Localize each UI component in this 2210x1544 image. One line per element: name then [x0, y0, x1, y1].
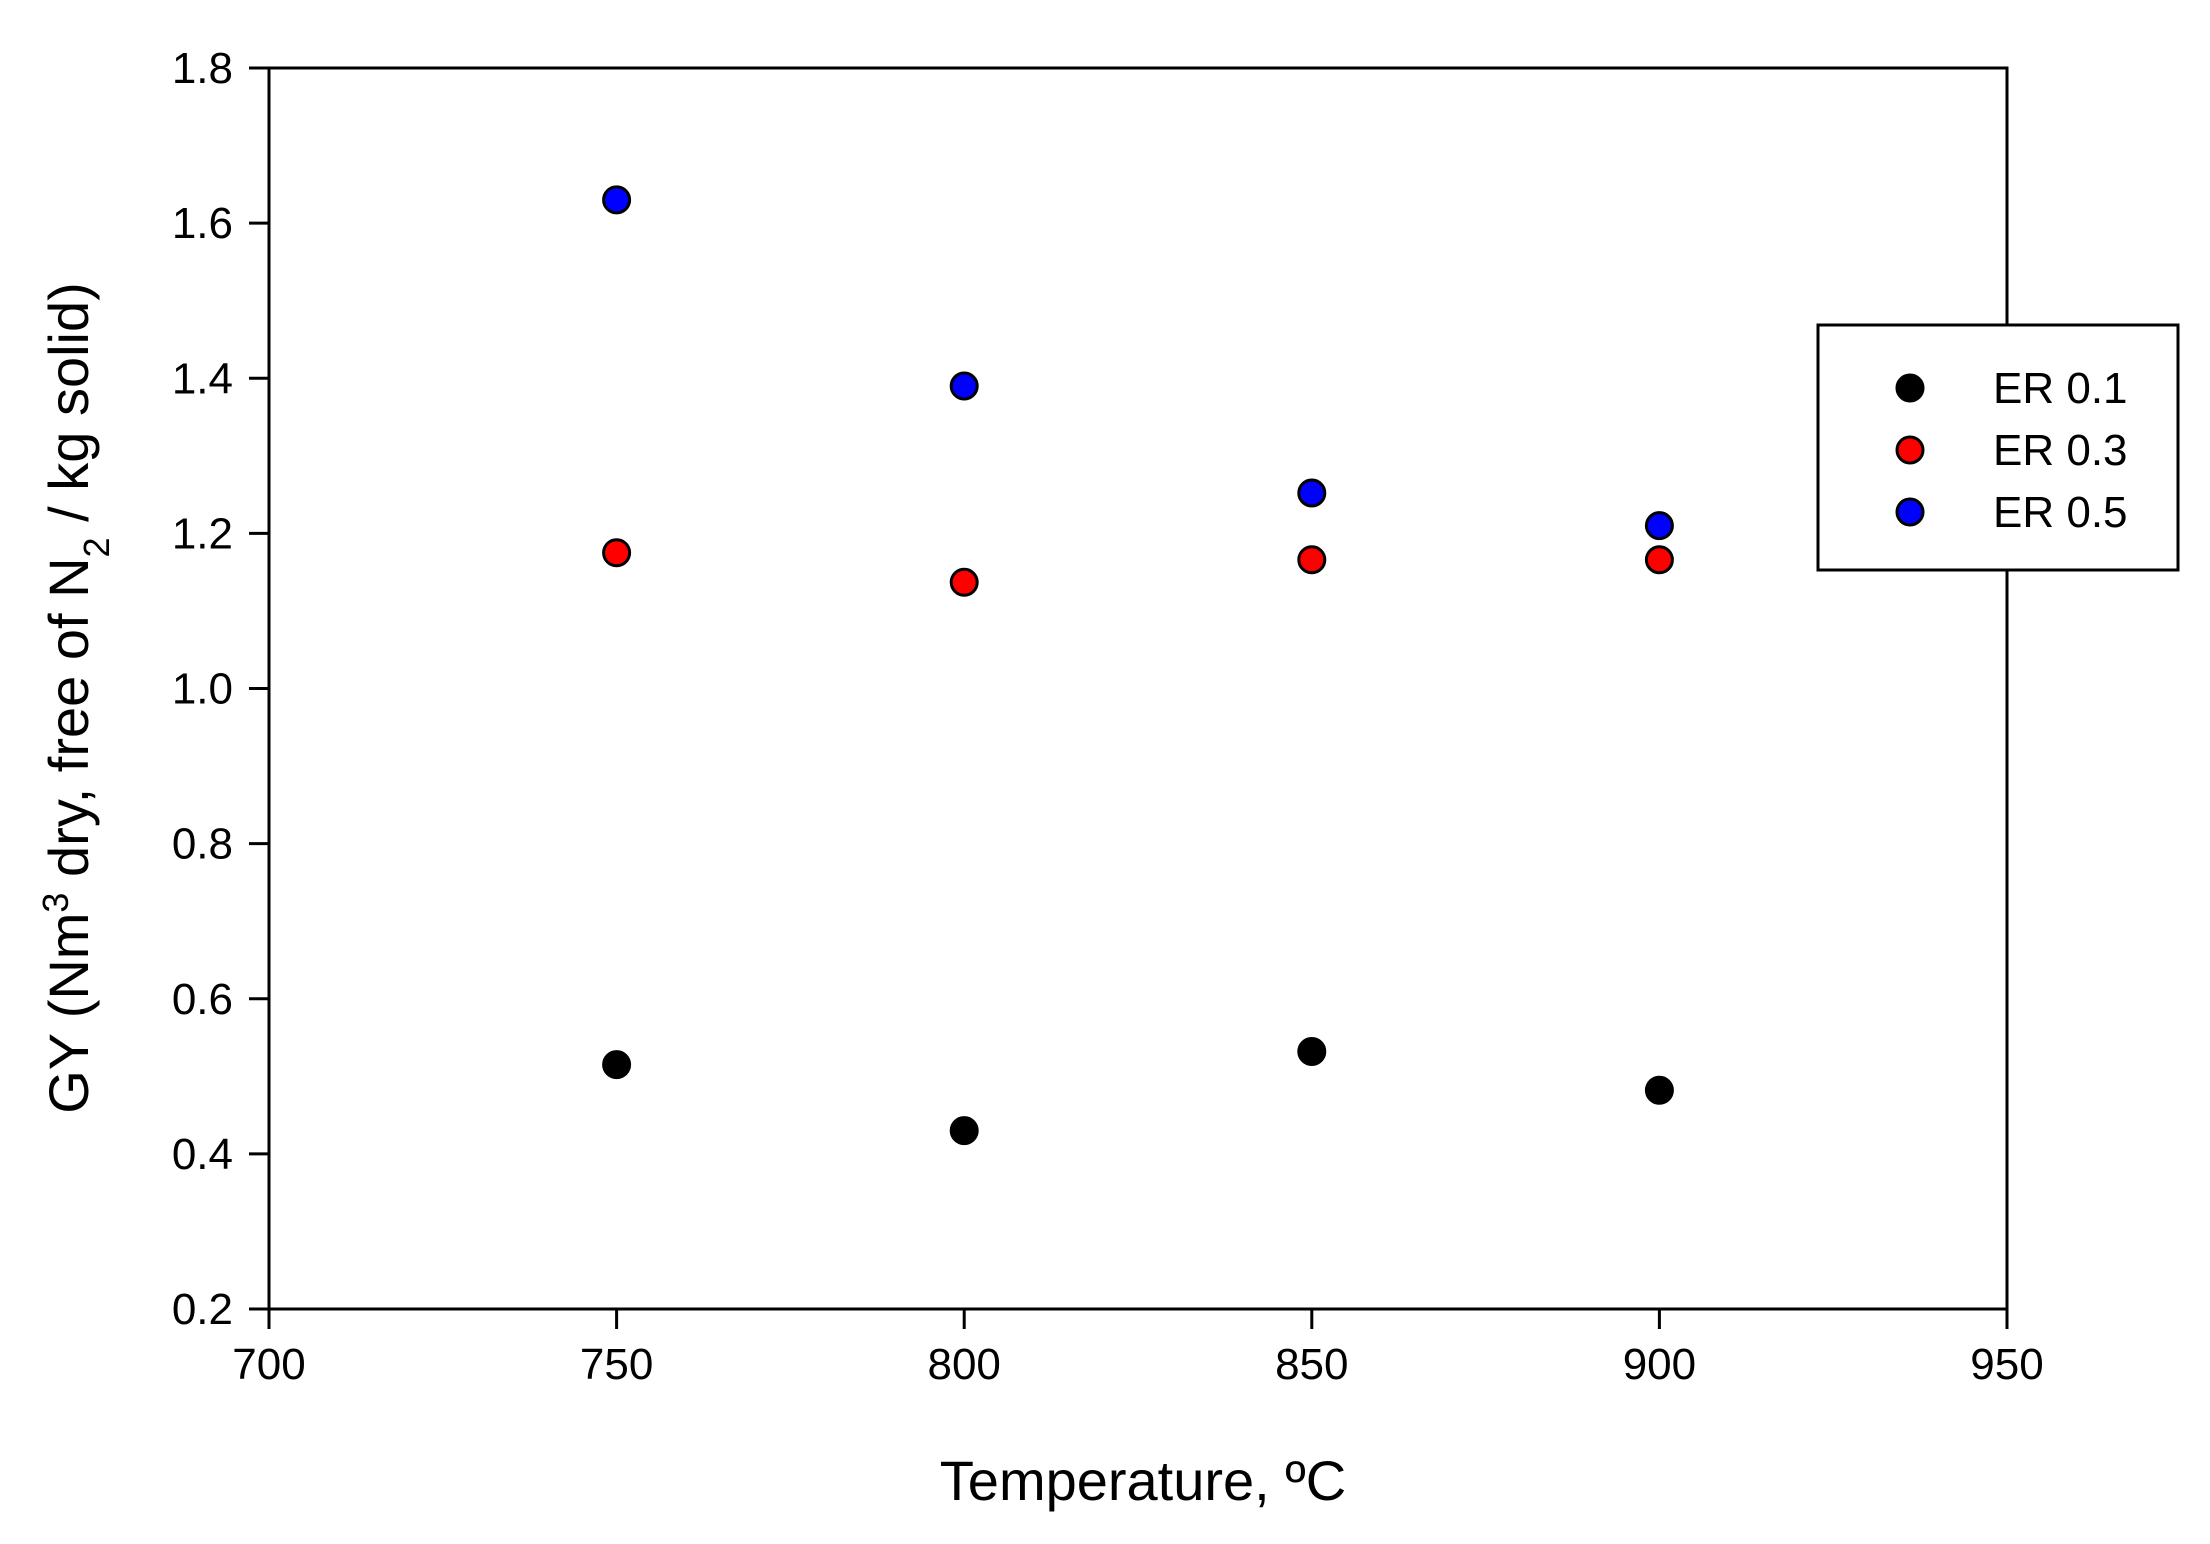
legend-marker	[1895, 435, 1925, 465]
y-axis-label-part: / kg solid)	[37, 282, 100, 537]
y-axis-label-part: 2	[76, 537, 117, 557]
y-axis: 0.2 0.4 0.6 0.8 1.0 1.2 1.4 1.6 1.8	[172, 44, 269, 1334]
x-tick-label: 700	[232, 1340, 305, 1389]
data-point-series-1	[949, 1116, 979, 1146]
x-tick-label: 850	[1275, 1340, 1348, 1389]
y-tick-label: 0.6	[172, 975, 233, 1024]
y-axis-label-part: GY (Nm	[37, 913, 100, 1114]
x-axis: 700 750 800 850 900 950	[232, 1309, 2044, 1389]
legend-box	[1816, 323, 2180, 572]
data-point-series-1	[1644, 1075, 1674, 1105]
data-point-series-2	[1297, 545, 1327, 575]
x-tick-label: 900	[1623, 1340, 1696, 1389]
y-axis-label-part: dry, free of N	[37, 557, 100, 892]
x-tick-label: 800	[927, 1340, 1000, 1389]
y-tick-label: 0.2	[172, 1285, 233, 1334]
data-point-series-2	[1644, 545, 1674, 575]
data-point-series-3	[1644, 511, 1674, 541]
legend-marker	[1895, 497, 1925, 527]
legend: ER 0.1 ER 0.3 ER 0.5	[1816, 323, 2180, 572]
x-axis-label: Temperature, ºC	[940, 1449, 1346, 1512]
data-point-series-2	[602, 538, 632, 568]
y-tick-label: 1.4	[172, 354, 233, 403]
y-tick-label: 1.6	[172, 199, 233, 248]
legend-marker	[1895, 373, 1925, 403]
plot-frame	[267, 66, 2009, 1311]
legend-label: ER 0.3	[1993, 426, 2128, 475]
data-point-series-3	[602, 185, 632, 215]
legend-label: ER 0.1	[1993, 364, 2128, 413]
data-points	[602, 185, 1674, 1146]
x-tick-label: 750	[580, 1340, 653, 1389]
y-axis-label: GY (Nm3 dry, free of N2 / kg solid)	[35, 282, 117, 1114]
plot-border	[267, 66, 2009, 1311]
data-point-series-1	[1297, 1036, 1327, 1066]
y-tick-label: 0.4	[172, 1130, 233, 1179]
data-point-series-1	[602, 1050, 632, 1080]
data-point-series-3	[1297, 478, 1327, 508]
data-point-series-2	[949, 567, 979, 597]
y-tick-label: 1.8	[172, 44, 233, 93]
x-tick-label: 950	[1970, 1340, 2043, 1389]
y-tick-label: 0.8	[172, 820, 233, 869]
y-axis-label-part: 3	[35, 893, 76, 913]
data-point-series-3	[949, 371, 979, 401]
legend-label: ER 0.5	[1993, 488, 2128, 537]
y-tick-label: 1.2	[172, 509, 233, 558]
y-tick-label: 1.0	[172, 665, 233, 714]
